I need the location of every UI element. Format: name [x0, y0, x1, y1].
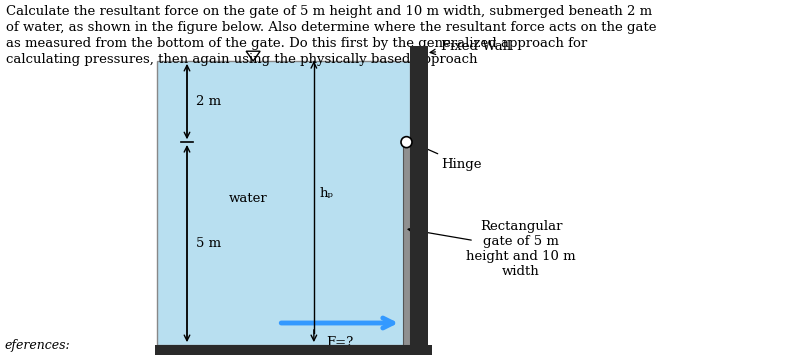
Text: Fixed Wall: Fixed Wall	[430, 41, 511, 55]
Text: 2 m: 2 m	[196, 95, 221, 108]
Text: 5 m: 5 m	[196, 237, 221, 250]
Bar	[410, 46, 428, 355]
Text: of water, as shown in the figure below. Also determine where the resultant force: of water, as shown in the figure below. …	[6, 21, 656, 34]
Text: Hinge: Hinge	[415, 144, 482, 171]
Text: water: water	[229, 191, 267, 205]
Bar	[155, 345, 432, 355]
Text: as measured from the bottom of the gate. Do this first by the generalized approa: as measured from the bottom of the gate.…	[6, 37, 587, 50]
Bar	[403, 142, 410, 345]
Text: eferences:: eferences:	[4, 339, 70, 352]
Text: hₚ: hₚ	[320, 186, 334, 200]
Text: F=?: F=?	[326, 336, 354, 349]
Text: calculating pressures, then again using the physically based approach: calculating pressures, then again using …	[6, 53, 478, 66]
Text: Rectangular
gate of 5 m
height and 10 m
width: Rectangular gate of 5 m height and 10 m …	[466, 220, 576, 278]
Circle shape	[401, 137, 412, 148]
Text: Calculate the resultant force on the gate of 5 m height and 10 m width, submerge: Calculate the resultant force on the gat…	[6, 5, 652, 18]
Bar	[157, 61, 410, 345]
